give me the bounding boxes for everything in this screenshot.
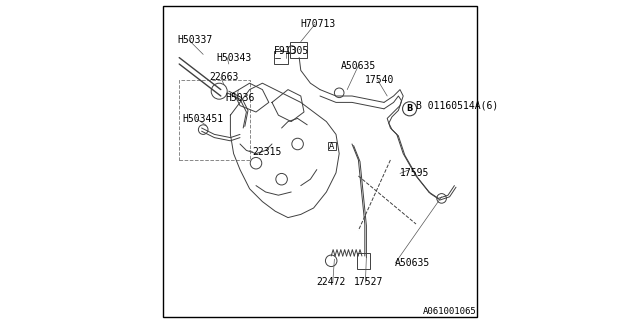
Text: 22472: 22472 bbox=[317, 277, 346, 287]
Text: A: A bbox=[330, 142, 335, 151]
Text: H70713: H70713 bbox=[301, 19, 336, 29]
Text: 17540: 17540 bbox=[365, 75, 394, 85]
Text: 17527: 17527 bbox=[354, 277, 383, 287]
Bar bbox=[290, 42, 307, 58]
Text: 22315: 22315 bbox=[253, 147, 282, 157]
Bar bbox=[328, 142, 336, 150]
Text: 17595: 17595 bbox=[400, 168, 429, 179]
Text: H50337: H50337 bbox=[178, 35, 213, 45]
Text: A50635: A50635 bbox=[396, 258, 431, 268]
Text: 22663: 22663 bbox=[210, 72, 239, 83]
Text: A061001065: A061001065 bbox=[422, 308, 476, 316]
Text: F91305: F91305 bbox=[274, 46, 309, 56]
Bar bbox=[274, 51, 288, 64]
Text: H50343: H50343 bbox=[216, 52, 252, 63]
Bar bbox=[357, 253, 370, 269]
Text: H503451: H503451 bbox=[182, 114, 223, 124]
Text: A50635: A50635 bbox=[340, 60, 376, 71]
Text: B: B bbox=[406, 104, 412, 113]
Text: H5036: H5036 bbox=[226, 92, 255, 103]
Text: B 01160514A(6): B 01160514A(6) bbox=[416, 100, 499, 111]
Bar bbox=[179, 80, 250, 160]
